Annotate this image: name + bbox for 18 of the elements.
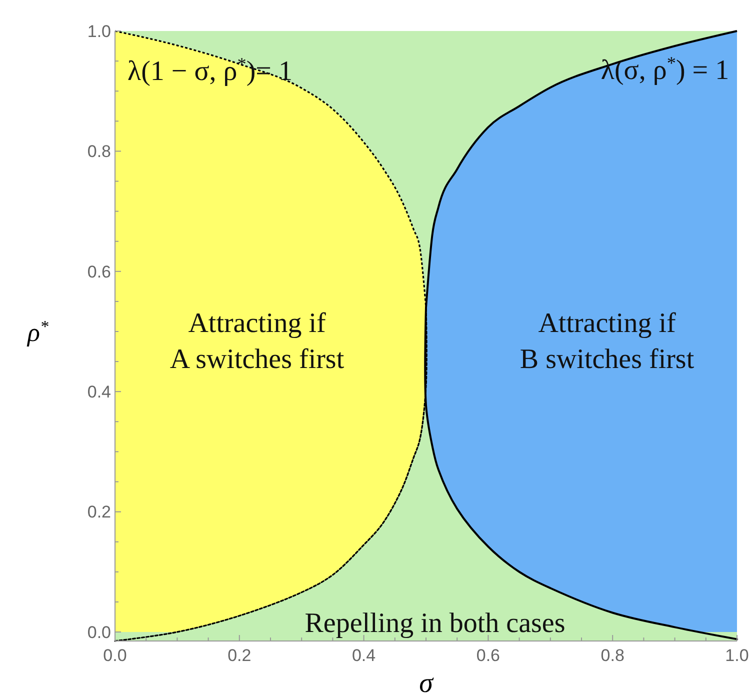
annotation: Attracting if A switches first: [170, 308, 344, 375]
x-tick-label: 0.8: [600, 646, 624, 665]
y-tick-label: 1.0: [87, 22, 111, 41]
y-tick-label: 0.8: [87, 142, 111, 162]
annotation: λ(σ, ρ$^{*}$) = 1: [600, 52, 730, 86]
x-tick-label: 0.4: [352, 646, 376, 665]
y-tick-label: 0.6: [87, 262, 111, 282]
y-tick-label: 0.2: [87, 502, 111, 522]
y-tick-label: 0.0: [87, 622, 111, 642]
y-axis-title: ρ$^{*}$: [26, 316, 50, 347]
x-tick-label: 0.0: [103, 646, 127, 665]
x-tick-label: 0.2: [228, 646, 252, 665]
annotation: Attracting if B switches first: [520, 308, 694, 375]
annotation: Repelling in both cases: [304, 608, 566, 639]
x-tick-label: 1.0: [725, 646, 749, 665]
x-axis-title: σ: [419, 668, 434, 699]
x-tick-label: 0.6: [476, 646, 500, 665]
y-tick-label: 0.4: [87, 382, 111, 402]
